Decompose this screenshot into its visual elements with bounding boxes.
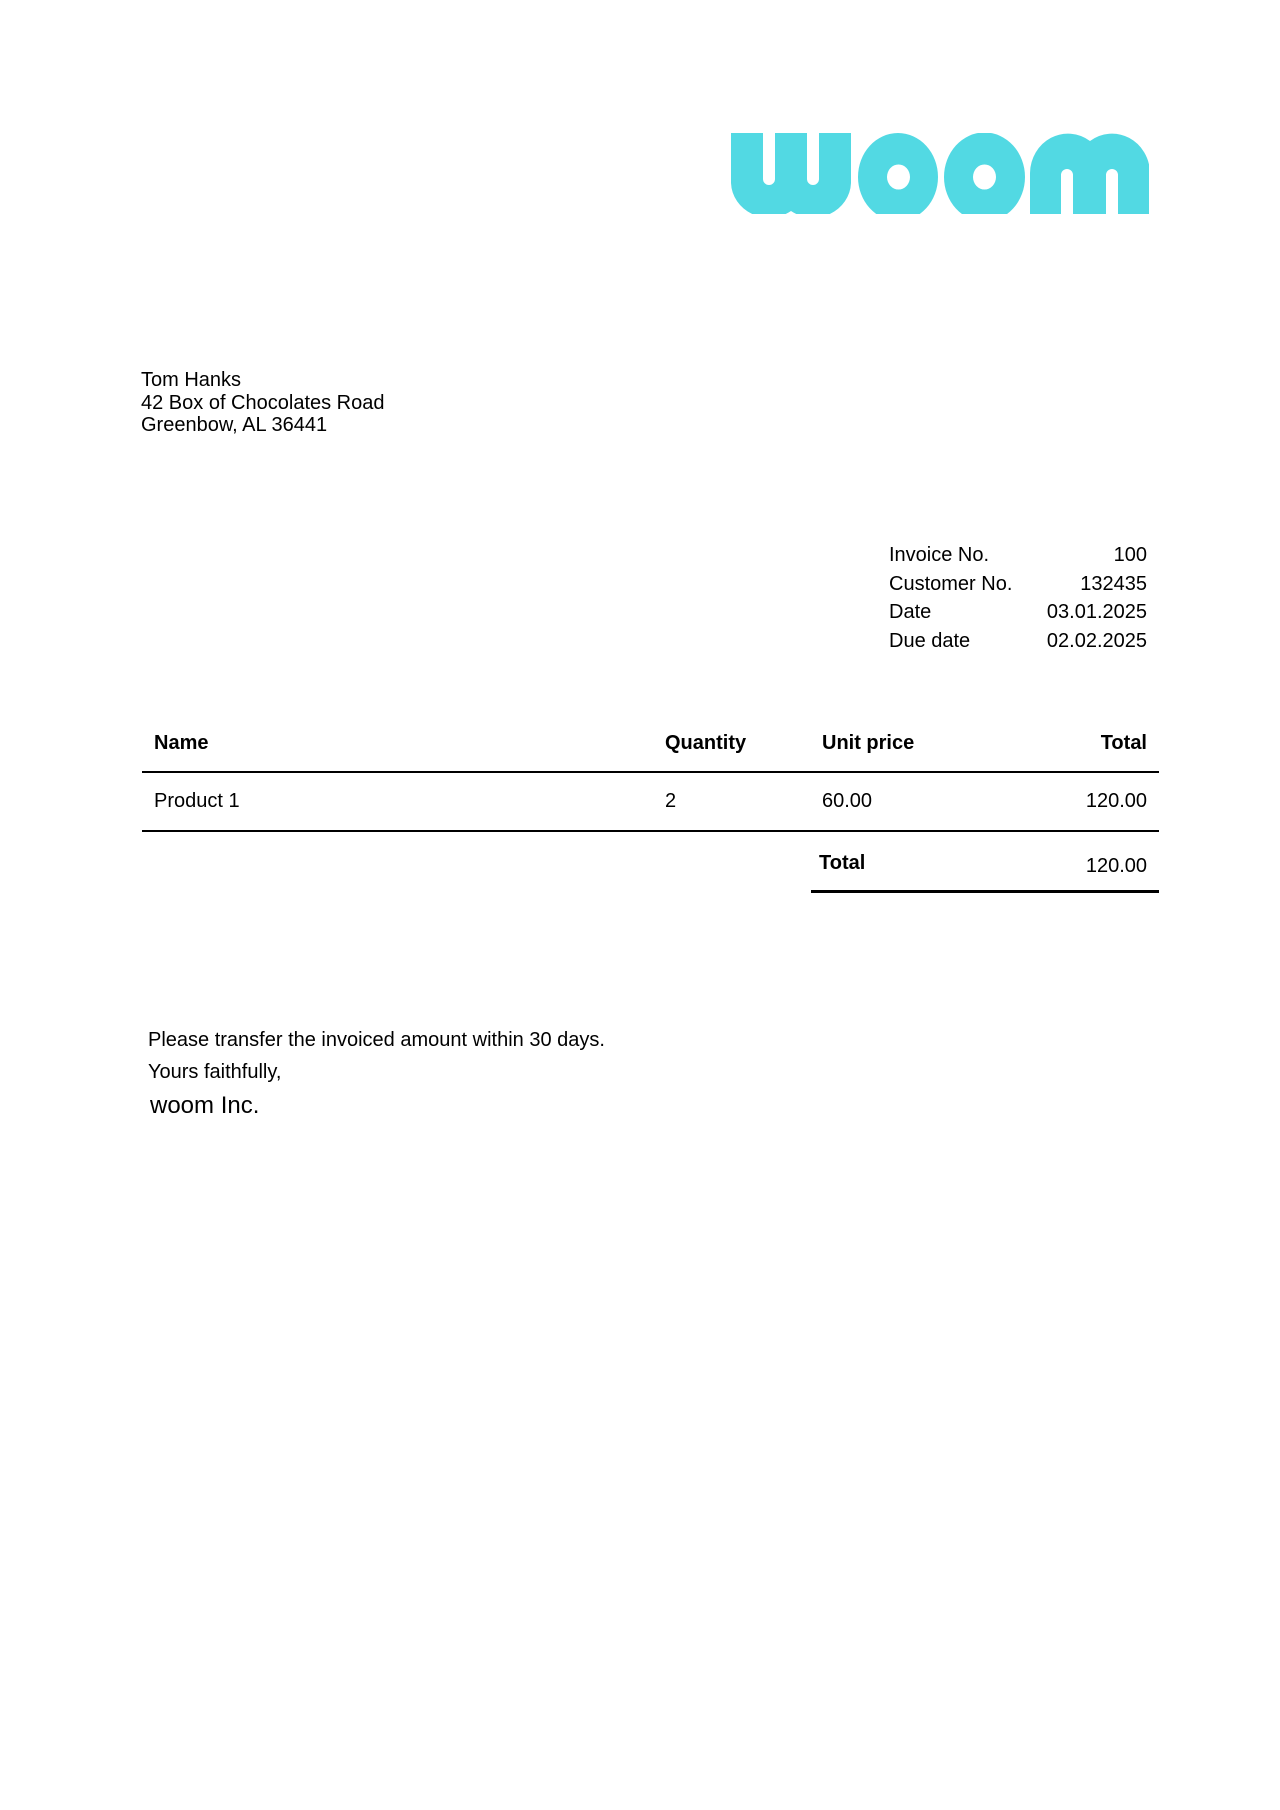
recipient-address: Tom Hanks 42 Box of Chocolates Road Gree… bbox=[141, 369, 385, 437]
cell-unit-price: 60.00 bbox=[810, 772, 970, 832]
grand-total: Total 120.00 bbox=[811, 838, 1159, 893]
table-header-row: Name Quantity Unit price Total bbox=[142, 715, 1159, 773]
payment-note: Please transfer the invoiced amount with… bbox=[148, 1029, 605, 1051]
header-total: Total bbox=[970, 715, 1159, 773]
grand-total-label: Total bbox=[819, 852, 866, 874]
cell-total: 120.00 bbox=[970, 772, 1159, 832]
meta-row-due-date: Due date 02.02.2025 bbox=[889, 630, 1147, 659]
header-name: Name bbox=[142, 715, 653, 773]
header-unit-price: Unit price bbox=[810, 715, 970, 773]
grand-total-value: 120.00 bbox=[1085, 855, 1147, 877]
invoice-items-table: Name Quantity Unit price Total Product 1… bbox=[142, 715, 1159, 832]
header-quantity: Quantity bbox=[653, 715, 810, 773]
meta-value: 03.01.2025 bbox=[1046, 601, 1147, 624]
closing: Yours faithfully, bbox=[148, 1061, 282, 1083]
meta-label: Due date bbox=[889, 630, 971, 653]
cell-name: Product 1 bbox=[142, 772, 653, 832]
recipient-city: Greenbow, AL 36441 bbox=[141, 414, 328, 436]
invoice-meta: Invoice No. 100 Customer No. 132435 Date 03… bbox=[889, 544, 1147, 659]
company-name: woom Inc. bbox=[150, 1092, 260, 1119]
recipient-street: 42 Box of Chocolates Road bbox=[141, 391, 385, 414]
meta-value: 132435 bbox=[1080, 572, 1147, 595]
meta-row-invoice-no: Invoice No. 100 bbox=[889, 544, 1147, 573]
meta-row-customer-no: Customer No. 132435 bbox=[889, 573, 1147, 602]
meta-value: 100 bbox=[1113, 544, 1147, 566]
meta-row-date: Date 03.01.2025 bbox=[889, 601, 1147, 630]
meta-label: Date bbox=[889, 601, 932, 624]
meta-label: Customer No. bbox=[889, 572, 1013, 595]
woom-logo bbox=[731, 133, 1149, 214]
recipient-name: Tom Hanks bbox=[141, 369, 242, 391]
table-row: Product 1 2 60.00 120.00 bbox=[142, 772, 1159, 832]
cell-quantity: 2 bbox=[653, 772, 810, 832]
meta-value: 02.02.2025 bbox=[1046, 630, 1147, 653]
meta-label: Invoice No. bbox=[889, 544, 990, 566]
